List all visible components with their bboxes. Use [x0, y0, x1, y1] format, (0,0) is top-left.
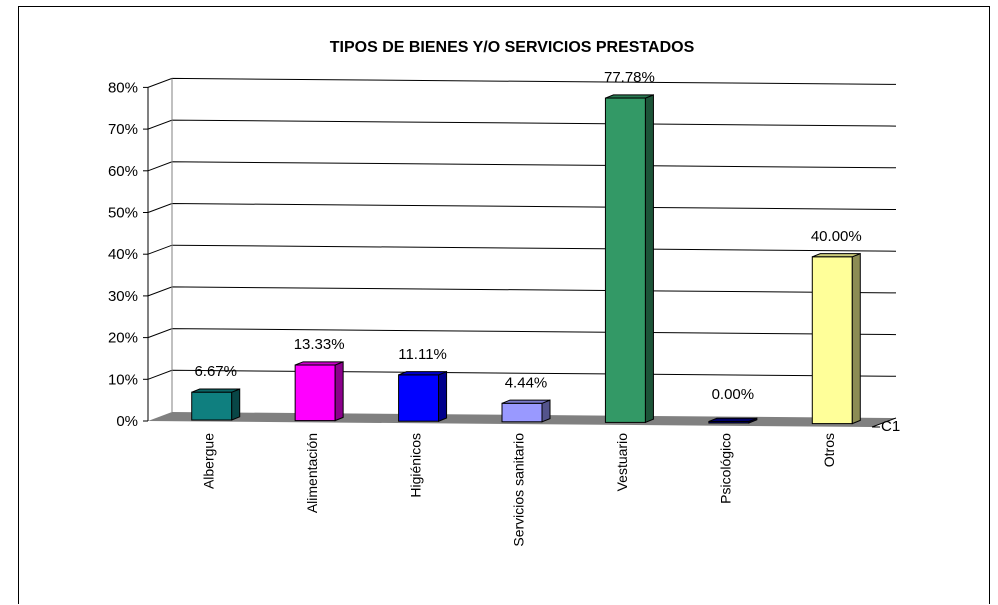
- bar-side: [334, 361, 344, 422]
- axes: 0% 10% 20% 30% 40% 50% 60% 70% 80%: [108, 78, 897, 430]
- depth-axis: [871, 417, 897, 428]
- category-label: Alimentación: [304, 433, 320, 513]
- bar-side: [851, 252, 861, 425]
- bar-top: [812, 253, 861, 258]
- data-label: 13.33%: [294, 336, 345, 353]
- category-label: Psicológico: [718, 433, 734, 504]
- data-label: 11.11%: [398, 346, 447, 363]
- y-tick-label: 70%: [108, 121, 138, 138]
- gridline: [147, 286, 897, 297]
- data-label: 6.67%: [194, 363, 237, 380]
- data-label: 77.78%: [604, 69, 655, 86]
- y-tick-label: 40%: [108, 246, 138, 263]
- gridline: [147, 328, 897, 339]
- chart-title: TIPOS DE BIENES Y/O SERVICIOS PRESTADOS: [330, 39, 695, 56]
- category-label: Higiénicos: [407, 433, 423, 498]
- chart-frame: [18, 6, 990, 604]
- data-labels: 6.67% 13.33% 11.11% 4.44% 77.78% 0.00% 40.00%: [194, 69, 861, 403]
- data-label: 40.00%: [811, 228, 862, 245]
- bar-front: [191, 391, 233, 421]
- gridline: [147, 244, 897, 255]
- category-labels: Albergue Alimentación Higiénicos Servicios …: [200, 433, 837, 547]
- y-tick-label: 30%: [108, 288, 138, 305]
- y-tick-label: 0%: [116, 413, 138, 430]
- bar-top: [501, 399, 551, 404]
- series-label: C1: [881, 418, 900, 435]
- gridline: [147, 161, 897, 172]
- bar-side: [231, 388, 241, 421]
- data-label: 0.00%: [712, 386, 755, 403]
- bar-top: [191, 388, 240, 393]
- y-tick-label: 10%: [108, 371, 138, 388]
- data-label: 4.44%: [505, 374, 548, 391]
- bar-front: [398, 374, 440, 422]
- bars: [191, 94, 861, 425]
- category-label: Vestuario: [614, 433, 630, 492]
- bar-front: [604, 97, 646, 423]
- bar-top: [398, 371, 447, 376]
- bar-side: [438, 370, 448, 422]
- y-tick-label: 60%: [108, 163, 138, 180]
- bar-side: [644, 94, 654, 424]
- y-tick-label: 20%: [108, 330, 138, 347]
- bar-front: [294, 364, 336, 422]
- y-tick-label: 50%: [108, 205, 138, 222]
- bar-front: [811, 256, 853, 425]
- y-tick-label: 80%: [108, 79, 138, 96]
- category-label: Otros: [821, 433, 837, 467]
- bar-top: [605, 94, 654, 99]
- bar-front: [501, 402, 543, 423]
- gridline: [147, 202, 897, 213]
- bar-top: [294, 361, 344, 366]
- bar-top: [708, 417, 758, 422]
- gridline: [147, 77, 897, 88]
- category-label: Albergue: [200, 433, 216, 489]
- gridline: [147, 119, 897, 130]
- category-label: Servicios sanitario: [511, 433, 527, 547]
